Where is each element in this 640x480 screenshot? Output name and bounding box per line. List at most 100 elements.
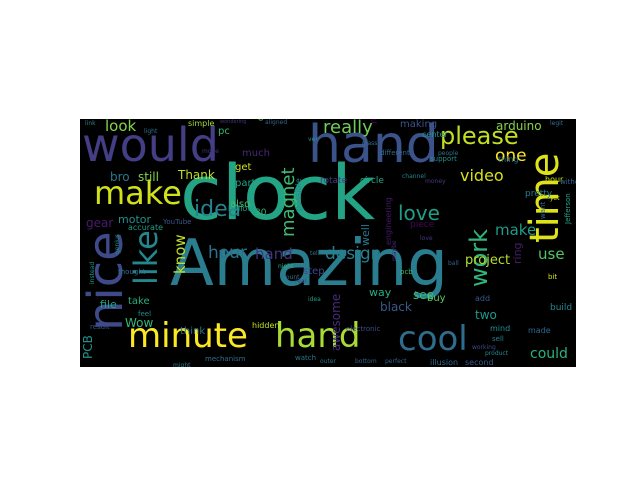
word: much <box>242 148 270 159</box>
word: really <box>323 119 373 138</box>
word: legit <box>550 120 564 127</box>
word: love <box>420 235 433 242</box>
word: way <box>369 286 392 299</box>
word: channel <box>402 173 426 180</box>
word: maybe <box>391 240 398 261</box>
word: hand <box>255 245 293 263</box>
word: result <box>90 323 110 331</box>
word: two <box>475 308 497 322</box>
word: bottom <box>355 358 377 365</box>
word: YouTube <box>163 218 192 226</box>
word: center <box>422 130 448 139</box>
word: without <box>560 178 576 186</box>
word: black <box>380 300 412 314</box>
word: watch <box>295 354 317 362</box>
word: motor <box>118 213 152 226</box>
word: hour <box>208 243 247 263</box>
word: second <box>465 358 494 367</box>
word: pretty <box>525 189 553 199</box>
word: like <box>127 230 165 285</box>
word: electronic <box>346 325 381 333</box>
word: possible <box>294 178 303 211</box>
word: money <box>425 178 446 185</box>
word: hour <box>545 175 564 184</box>
word: look <box>105 119 137 135</box>
word: outer <box>320 358 336 365</box>
word: cool <box>398 319 468 359</box>
word: product <box>485 350 509 357</box>
word: video <box>460 166 504 185</box>
word: hollow <box>228 204 254 213</box>
word: Amazing <box>170 227 448 301</box>
word: night <box>278 263 294 270</box>
word: mount <box>280 274 300 281</box>
word: light <box>144 128 158 135</box>
word: accurate <box>128 223 164 232</box>
word: illusion <box>430 358 459 367</box>
word: engineering <box>384 197 393 245</box>
word: working <box>472 344 496 351</box>
word: know <box>171 234 189 274</box>
word: PCB <box>81 335 95 359</box>
word: would <box>82 119 219 172</box>
word: see <box>413 288 435 302</box>
word: real <box>295 278 307 285</box>
word: hand <box>308 119 439 175</box>
word: might <box>173 362 191 368</box>
word: Jefferson <box>564 193 572 224</box>
word: simple <box>188 119 215 128</box>
word: make <box>495 221 537 239</box>
word: idea <box>194 197 242 222</box>
word: pc <box>218 126 230 137</box>
word: take <box>128 296 150 307</box>
word: project <box>465 253 511 268</box>
word: also <box>230 199 251 210</box>
word: design <box>325 244 382 264</box>
word: get <box>235 162 252 173</box>
word: add <box>475 294 491 303</box>
word: ver <box>308 136 318 143</box>
word: clock <box>180 148 376 237</box>
word: mechanism <box>205 355 246 363</box>
word: Wow <box>125 316 154 330</box>
word: feel <box>138 310 152 318</box>
word: step <box>303 266 325 277</box>
word: glass <box>362 140 378 147</box>
word: bit <box>548 273 558 281</box>
word: ring <box>511 242 524 264</box>
word: move <box>202 148 219 155</box>
word: mind <box>490 324 511 333</box>
word: really <box>369 119 380 124</box>
word: different <box>380 149 410 157</box>
word: gear <box>86 216 114 230</box>
word: could <box>530 346 568 362</box>
word: support <box>430 155 457 163</box>
word: thing <box>498 155 519 164</box>
word: buy <box>427 293 446 304</box>
word: circle <box>360 176 384 186</box>
word: idea <box>308 296 321 303</box>
word: minute <box>128 316 248 356</box>
word: sell <box>492 335 504 343</box>
word: awesome <box>329 293 343 351</box>
word: 30 <box>255 208 267 218</box>
word: hand <box>275 316 361 356</box>
word: yet <box>550 195 560 202</box>
word: hidden <box>252 321 280 330</box>
word: piece <box>410 220 435 230</box>
word: still <box>138 170 159 184</box>
word: rotate <box>320 176 348 186</box>
word: tell <box>310 250 320 257</box>
word: part <box>235 178 256 189</box>
word: pcb <box>400 268 413 276</box>
word: people <box>438 150 459 157</box>
word: Thank <box>178 168 215 182</box>
word: think <box>180 326 206 337</box>
word: ball <box>448 260 459 267</box>
word: aligned <box>265 119 288 126</box>
word: arduino <box>496 119 542 133</box>
word: love <box>398 201 440 225</box>
word: make <box>94 174 182 212</box>
word: done <box>256 119 265 121</box>
word: well <box>359 224 372 246</box>
